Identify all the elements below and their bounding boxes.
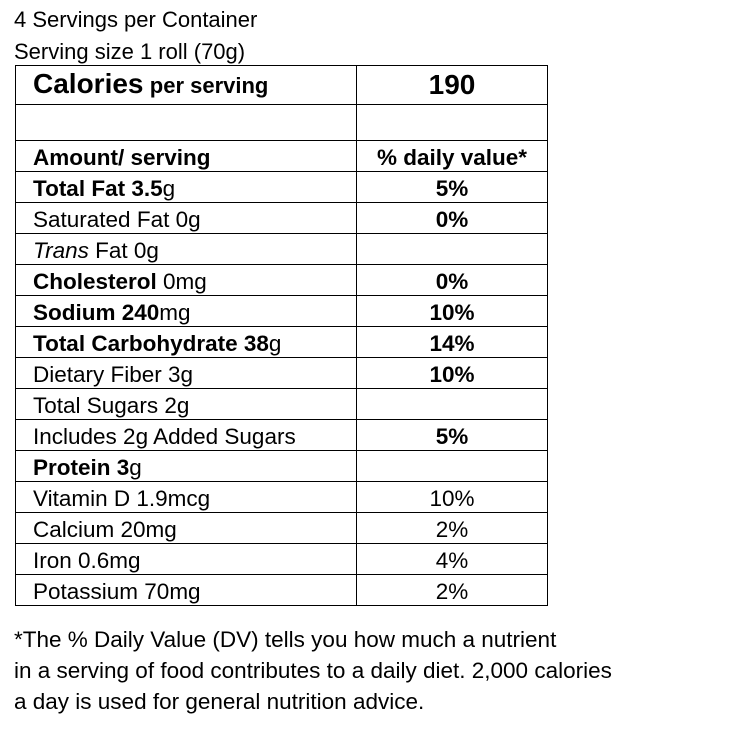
daily-value: 10%	[356, 295, 548, 327]
calories-row: Calories per serving 190	[15, 65, 548, 105]
daily-value: 2%	[356, 512, 548, 544]
calories-label-cell: Calories per serving	[15, 65, 357, 105]
amount-column-header: Amount/ serving	[15, 140, 357, 172]
nutrient-row: Total Fat 3.5g 5%	[15, 171, 548, 203]
nutrient-name: Includes 2g Added Sugars	[15, 419, 357, 451]
nutrient-row: Includes 2g Added Sugars 5%	[15, 419, 548, 451]
nutrient-name: Saturated Fat 0g	[15, 202, 357, 234]
nutrient-name: Protein 3g	[15, 450, 357, 482]
nutrient-row: Iron 0.6mg 4%	[15, 543, 548, 575]
daily-value	[356, 233, 548, 265]
calories-value: 190	[356, 65, 548, 105]
nutrient-name: Iron 0.6mg	[15, 543, 357, 575]
blank-cell	[356, 104, 548, 141]
nutrient-text: Trans	[33, 238, 89, 263]
blank-cell	[15, 104, 357, 141]
daily-value: 10%	[356, 357, 548, 389]
nutrient-text: g	[268, 331, 282, 356]
nutrient-text: Cholesterol	[33, 269, 157, 294]
nutrient-name: Calcium 20mg	[15, 512, 357, 544]
nutrient-name: Cholesterol 0mg	[15, 264, 357, 296]
nutrient-text: Total Fat 3.5	[33, 176, 163, 201]
nutrient-text: mg	[159, 300, 191, 325]
nutrient-text: Calcium 20mg	[33, 517, 177, 542]
daily-value: 0%	[356, 202, 548, 234]
nutrient-text: Saturated Fat 0g	[33, 207, 201, 232]
nutrient-text: 0mg	[156, 269, 207, 294]
daily-value: 5%	[356, 171, 548, 203]
footnote-line: *The % Daily Value (DV) tells you how mu…	[14, 627, 557, 652]
blank-row	[15, 104, 548, 141]
nutrient-text: Vitamin D 1.9mcg	[33, 486, 211, 511]
nutrient-row: Protein 3g	[15, 450, 548, 482]
nutrient-name: Trans Fat 0g	[15, 233, 357, 265]
nutrient-row: Vitamin D 1.9mcg 10%	[15, 481, 548, 513]
nutrient-text: Total Sugars 2g	[33, 393, 190, 418]
nutrient-row: Cholesterol 0mg 0%	[15, 264, 548, 296]
nutrient-name: Vitamin D 1.9mcg	[15, 481, 357, 513]
daily-value: 4%	[356, 543, 548, 575]
nutrient-text: Protein 3	[33, 455, 130, 480]
daily-value: 5%	[356, 419, 548, 451]
nutrient-text: Sodium 240	[33, 300, 160, 325]
calories-sublabel: per serving	[149, 73, 269, 98]
daily-value: 0%	[356, 264, 548, 296]
nutrition-facts-table: Calories per serving 190 Amount/ serving…	[15, 65, 548, 606]
servings-per-container: 4 Servings per Container	[14, 7, 258, 32]
nutrient-text: Dietary Fiber 3g	[33, 362, 194, 387]
nutrient-name: Total Carbohydrate 38g	[15, 326, 357, 358]
daily-value	[356, 388, 548, 420]
nutrient-text: g	[129, 455, 142, 480]
daily-value: 14%	[356, 326, 548, 358]
nutrient-row: Sodium 240mg 10%	[15, 295, 548, 327]
nutrient-name: Total Sugars 2g	[15, 388, 357, 420]
footnote-line: in a serving of food contributes to a da…	[14, 658, 612, 683]
daily-value	[356, 450, 548, 482]
nutrient-row: Dietary Fiber 3g 10%	[15, 357, 548, 389]
nutrient-name: Dietary Fiber 3g	[15, 357, 357, 389]
nutrient-row: Potassium 70mg 2%	[15, 574, 548, 606]
nutrient-row: Saturated Fat 0g 0%	[15, 202, 548, 234]
daily-value-column-header: % daily value*	[356, 140, 548, 172]
nutrient-row: Calcium 20mg 2%	[15, 512, 548, 544]
nutrient-text: Fat 0g	[88, 238, 159, 263]
column-header-row: Amount/ serving % daily value*	[15, 140, 548, 172]
calories-label: Calories	[33, 68, 144, 99]
nutrient-text: Total Carbohydrate 38	[33, 331, 269, 356]
daily-value: 2%	[356, 574, 548, 606]
nutrient-text: Potassium 70mg	[33, 579, 201, 604]
nutrient-name: Sodium 240mg	[15, 295, 357, 327]
nutrient-name: Potassium 70mg	[15, 574, 357, 606]
nutrient-name: Total Fat 3.5g	[15, 171, 357, 203]
nutrient-text: g	[162, 176, 176, 201]
footnote: *The % Daily Value (DV) tells you how mu…	[14, 624, 612, 717]
serving-size: Serving size 1 roll (70g)	[14, 39, 246, 64]
nutrient-row: Trans Fat 0g	[15, 233, 548, 265]
nutrient-text: Includes 2g Added Sugars	[33, 424, 296, 449]
footnote-line: a day is used for general nutrition advi…	[14, 689, 425, 714]
nutrient-row: Total Sugars 2g	[15, 388, 548, 420]
nutrient-text: Iron 0.6mg	[33, 548, 141, 573]
daily-value: 10%	[356, 481, 548, 513]
nutrient-row: Total Carbohydrate 38g 14%	[15, 326, 548, 358]
